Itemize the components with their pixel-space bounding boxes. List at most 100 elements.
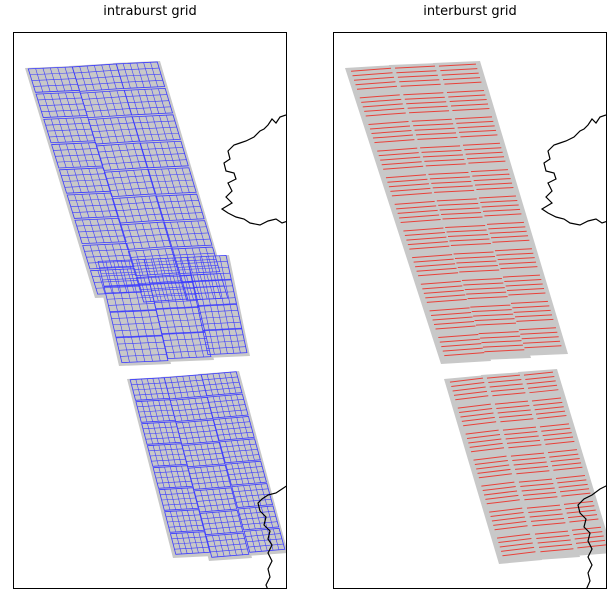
grid-line xyxy=(201,515,239,520)
grid-line xyxy=(68,198,113,202)
grid-line xyxy=(420,145,461,149)
grid-line xyxy=(201,321,241,325)
grid-line xyxy=(475,322,516,326)
grid-line xyxy=(88,260,133,264)
swath-footprint xyxy=(444,375,542,564)
grid-line xyxy=(397,209,438,214)
grid-line xyxy=(510,452,545,457)
grid-line xyxy=(483,208,521,212)
grid-line xyxy=(480,199,518,203)
grid-line xyxy=(138,409,173,413)
grid-line xyxy=(526,380,556,385)
grid-line xyxy=(465,429,499,435)
grid-line xyxy=(532,522,566,527)
grid-line xyxy=(491,516,525,522)
grid-line xyxy=(522,491,557,496)
burst-cell xyxy=(155,306,206,335)
grid-line xyxy=(464,287,505,291)
grid-line xyxy=(406,236,447,241)
grid-line xyxy=(573,531,603,536)
grid-line xyxy=(76,223,121,227)
grid-line xyxy=(449,238,490,242)
grid-line xyxy=(442,347,483,352)
grid-line xyxy=(125,94,168,97)
grid-line xyxy=(83,102,129,106)
grid-line xyxy=(112,322,160,326)
grid-line xyxy=(145,436,180,440)
grid-line xyxy=(505,283,543,287)
coastline-ireland-icon xyxy=(540,114,606,226)
grid-line xyxy=(459,129,497,133)
grid-line xyxy=(118,347,166,351)
grid-line xyxy=(159,206,201,209)
map-canvas-intraburst xyxy=(25,61,286,588)
grid-line xyxy=(439,338,480,343)
grid-line xyxy=(246,538,282,543)
grid-line xyxy=(505,435,539,440)
grid-line xyxy=(423,289,464,294)
grid-line xyxy=(214,421,250,426)
grid-line xyxy=(526,504,561,509)
grid-line xyxy=(497,533,531,539)
grid-line xyxy=(404,96,445,100)
grid-line xyxy=(157,480,192,484)
grid-line xyxy=(474,318,515,322)
grid-line xyxy=(165,379,203,384)
grid-line xyxy=(151,179,193,183)
grid-line xyxy=(454,256,495,260)
grid-line xyxy=(490,512,524,518)
grid-line xyxy=(459,408,493,414)
coastline-ireland-icon xyxy=(220,114,286,226)
grid-line xyxy=(391,192,432,197)
grid-line xyxy=(520,483,554,488)
grid-line xyxy=(161,497,196,501)
grid-line xyxy=(537,415,567,420)
grid-line xyxy=(248,543,284,548)
swath-footprint xyxy=(481,372,580,560)
grid-line xyxy=(123,233,169,238)
grid-line xyxy=(210,404,246,408)
grid-line xyxy=(119,73,161,77)
grid-line xyxy=(515,314,553,318)
grid-line xyxy=(432,185,473,189)
grid-line xyxy=(513,461,547,466)
grid-line xyxy=(492,392,526,397)
coastline xyxy=(540,114,606,588)
grid-line xyxy=(70,204,115,208)
grid-line xyxy=(555,475,586,480)
grid-line xyxy=(558,483,588,488)
grid-line xyxy=(233,488,269,493)
grid-line xyxy=(461,416,495,422)
grid-line xyxy=(160,325,204,328)
grid-line xyxy=(484,213,522,217)
grid-line xyxy=(99,154,145,159)
grid-line xyxy=(446,229,487,233)
grid-line xyxy=(157,313,201,316)
grid-line xyxy=(557,479,587,484)
grid-line xyxy=(524,345,562,349)
grid-line xyxy=(75,75,121,80)
grid-line xyxy=(474,460,508,466)
grid-line xyxy=(438,202,479,206)
grid-line xyxy=(514,465,549,470)
burst-cell xyxy=(191,279,237,307)
grid-line xyxy=(166,350,210,353)
grid-line xyxy=(148,448,183,452)
grid-line xyxy=(524,496,558,501)
grid-line xyxy=(533,401,563,406)
grid-line xyxy=(425,163,466,167)
grid-line xyxy=(403,92,444,96)
grid-line xyxy=(468,160,506,164)
grid-line xyxy=(540,548,574,553)
grid-line xyxy=(424,158,465,162)
grid-line xyxy=(449,98,487,102)
grid-line xyxy=(355,81,396,86)
grid-line xyxy=(146,269,191,272)
grid-line xyxy=(122,227,167,232)
grid-line xyxy=(473,455,507,461)
grid-line xyxy=(512,457,546,462)
grid-line xyxy=(166,385,205,389)
grid-line xyxy=(471,309,512,313)
grid-line xyxy=(502,426,537,431)
grid-line xyxy=(441,343,482,348)
